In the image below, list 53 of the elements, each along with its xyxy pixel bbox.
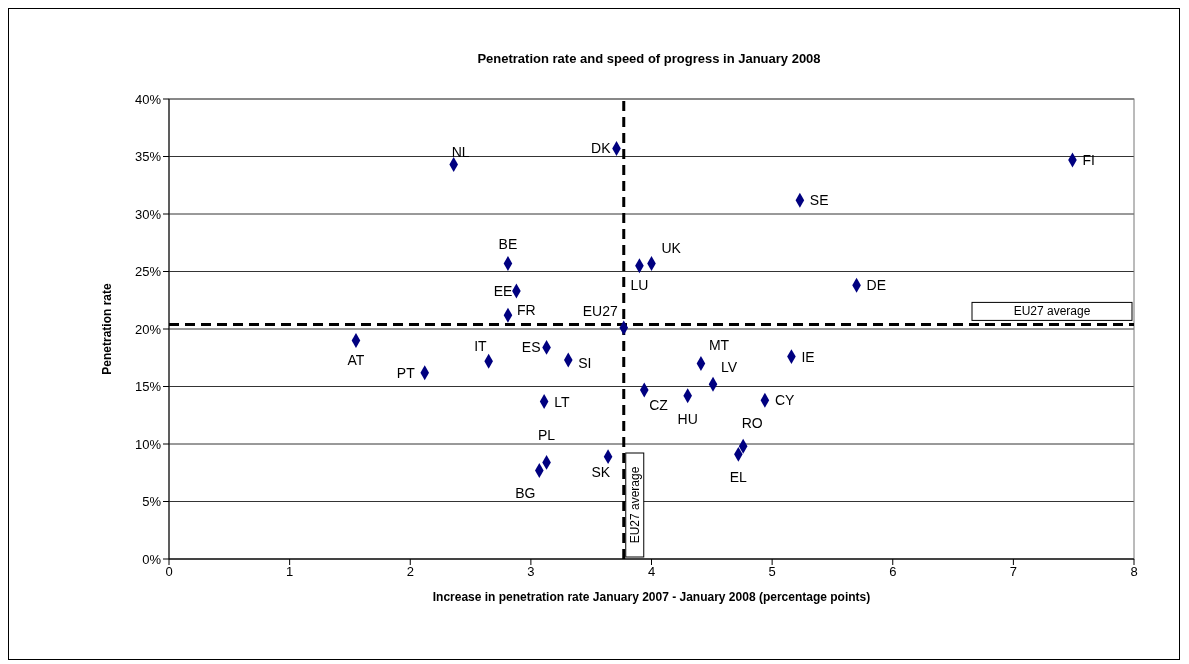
annotation: HU [677,410,698,427]
annotation: NL [451,143,470,160]
y-tick-label: 35% [134,149,162,165]
annotation: CY [774,392,795,409]
annotation: IE [801,348,815,365]
annotation: UK [661,240,682,257]
label-frame: EU27 average [625,452,645,558]
annotation: EE [493,283,513,300]
annotation: IT [474,338,488,355]
annotation: EL [729,469,748,486]
x-tick-label: 4 [647,564,656,580]
ref-line-label: EU27 average [1013,304,1091,319]
label-frame: EU27 average [971,301,1133,321]
ref-line-label: EU27 average [627,466,642,544]
y-tick-label: 40% [134,91,162,107]
x-tick-label: 2 [406,564,414,580]
y-axis-title: Penetration rate [100,282,115,375]
y-tick-label: 5% [142,494,162,510]
annotation: DK [591,140,612,157]
chart-title: Penetration rate and speed of progress in January 2008 [477,51,821,66]
annotation: PT [396,364,416,381]
x-tick-label: 8 [1130,564,1138,580]
annotation: DE [866,277,887,294]
annotation: PL [537,427,556,444]
annotation: LT [554,394,570,411]
annotation: FI [1082,151,1095,168]
annotation: CZ [649,396,669,413]
annotation: BE [498,236,518,253]
y-tick-label: 20% [134,321,162,337]
annotation: LU [630,276,649,293]
y-tick-label: 0% [142,551,162,567]
x-tick-label: 0 [165,564,173,580]
annotation: AT [347,351,365,368]
x-tick-label: 1 [286,564,294,580]
annotation: SI [578,355,592,372]
annotation: RO [741,415,763,432]
x-tick-label: 5 [768,564,776,580]
y-tick-label: 15% [134,379,162,395]
annotation: EU27 [582,302,618,319]
y-tick-label: 30% [134,206,162,222]
annotation: SE [809,192,829,209]
annotation: SK [591,463,611,480]
y-tick-label: 25% [134,264,162,280]
annotation: BG [515,485,536,502]
annotation: LV [721,359,738,376]
x-tick-label: 3 [527,564,535,580]
annotation: ES [521,339,541,356]
annotation: FR [516,302,536,319]
x-tick-label: 7 [1009,564,1017,580]
annotation: MT [708,336,730,353]
x-axis-title: Increase in penetration rate January 2007 - January 2008 (percentage points) [432,590,871,604]
x-tick-label: 6 [889,564,897,580]
y-tick-label: 10% [134,436,162,452]
